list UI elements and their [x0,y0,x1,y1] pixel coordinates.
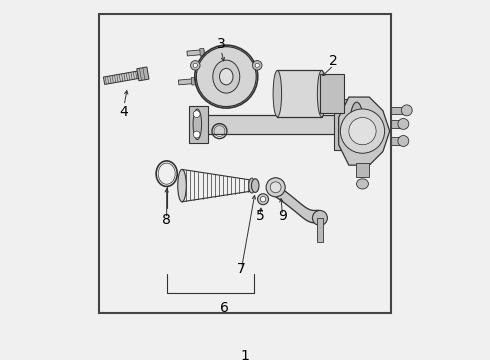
Ellipse shape [357,179,368,189]
Circle shape [255,63,259,67]
Circle shape [270,182,281,193]
Ellipse shape [350,102,364,147]
Bar [178,78,196,85]
Bar [320,74,344,113]
Circle shape [196,47,256,107]
Bar [137,67,149,81]
Text: 4: 4 [120,105,128,120]
Text: 5: 5 [256,209,265,223]
Circle shape [193,63,197,67]
Bar [317,218,323,242]
Ellipse shape [318,71,326,117]
Bar [189,105,208,143]
Ellipse shape [220,68,233,85]
Bar [390,107,407,114]
Ellipse shape [251,179,259,192]
Text: 6: 6 [220,301,229,315]
Bar [103,71,139,85]
Circle shape [193,111,200,117]
Circle shape [193,131,200,138]
Ellipse shape [213,60,240,93]
Text: 1: 1 [241,349,249,360]
Bar [390,137,403,145]
Circle shape [252,60,262,70]
Circle shape [398,118,409,129]
Ellipse shape [249,178,255,193]
Ellipse shape [178,170,186,202]
Circle shape [401,105,412,116]
Circle shape [398,135,409,147]
Circle shape [266,178,285,197]
Bar [194,115,354,134]
Bar [98,14,392,313]
Circle shape [191,60,200,70]
Circle shape [260,197,266,202]
Ellipse shape [273,71,282,117]
Circle shape [341,109,385,153]
Text: 8: 8 [162,213,171,227]
Text: 7: 7 [237,262,246,276]
Circle shape [313,211,327,225]
Circle shape [258,194,269,204]
Circle shape [349,117,376,145]
Bar [187,50,204,56]
Polygon shape [339,97,390,165]
Text: 2: 2 [329,54,338,68]
Bar [334,99,359,150]
Bar [200,48,204,56]
Text: 3: 3 [217,37,225,51]
Bar [390,120,403,128]
Bar [191,77,196,85]
Ellipse shape [193,109,201,140]
Bar [356,163,369,177]
Bar [277,71,321,117]
Text: 9: 9 [278,209,287,223]
